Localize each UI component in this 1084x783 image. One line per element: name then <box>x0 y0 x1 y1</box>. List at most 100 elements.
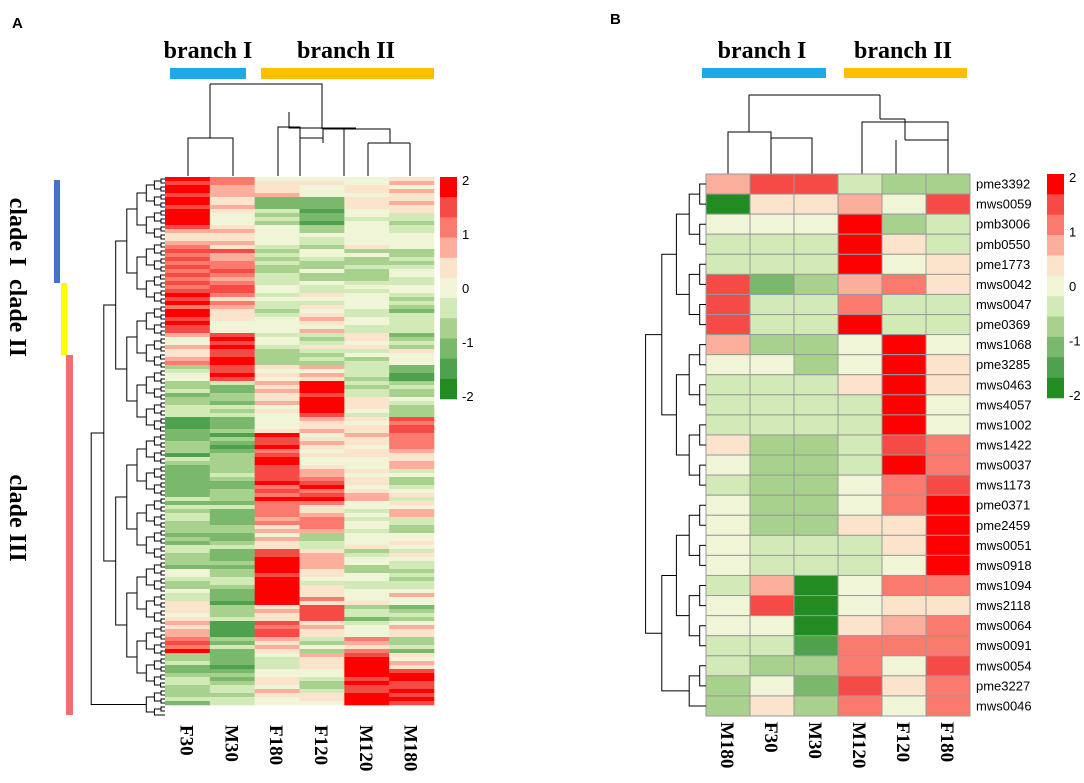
a-column-label: M30 <box>220 725 241 762</box>
a-heatmap-cell <box>165 181 211 186</box>
a-heatmap-cell <box>254 461 300 466</box>
a-heatmap-cell <box>254 333 300 338</box>
b-heatmap-cell <box>881 695 927 717</box>
b-heatmap-cell <box>925 574 971 597</box>
a-heatmap-cell <box>299 461 345 466</box>
a-column-label: F30 <box>175 725 196 756</box>
a-heatmap-cell <box>389 285 435 290</box>
a-clade-3-bar <box>66 355 73 715</box>
b-heatmap-cell <box>881 454 927 476</box>
b-heatmap-cell <box>925 534 971 556</box>
a-heatmap-cell <box>254 269 300 274</box>
b-heatmap-cell <box>925 434 971 456</box>
a-heatmap-cell <box>209 233 255 238</box>
a-heatmap-cell <box>209 513 255 518</box>
a-heatmap-cell <box>209 293 255 298</box>
a-heatmap-cell <box>254 337 300 342</box>
a-heatmap-cell <box>299 389 345 394</box>
a-heatmap-cell <box>389 681 435 686</box>
a-heatmap-cell <box>165 669 211 674</box>
a-heatmap-cell <box>254 465 300 470</box>
a-heatmap-cell <box>254 301 300 306</box>
a-heatmap-cell <box>209 333 255 338</box>
b-branch-1-bar <box>702 68 826 78</box>
a-row-dendrogram <box>90 178 165 716</box>
a-heatmap-cell <box>389 317 435 322</box>
a-heatmap-cell <box>389 469 435 474</box>
a-heatmap-cell <box>254 553 300 558</box>
a-heatmap-cell <box>299 585 345 590</box>
b-heatmap-cell <box>881 173 927 195</box>
b-heatmap-cell <box>705 514 751 536</box>
a-heatmap-cell <box>344 393 390 398</box>
a-heatmap-cell <box>344 597 390 602</box>
a-branch-2-label: branch II <box>297 38 395 64</box>
b-heatmap-cell <box>705 655 751 677</box>
a-heatmap-cell <box>344 397 390 402</box>
b-heatmap-cell <box>793 354 839 376</box>
a-heatmap-cell <box>254 377 300 382</box>
a-heatmap-cell <box>299 265 345 270</box>
a-heatmap-cell <box>165 621 211 626</box>
a-heatmap-cell <box>209 517 255 522</box>
b-row-label: mws0047 <box>976 297 1032 312</box>
b-heatmap-cell <box>837 474 883 496</box>
a-heatmap-cell <box>344 621 390 626</box>
b-heatmap-cell <box>837 173 883 195</box>
a-heatmap-cell <box>254 509 300 514</box>
a-heatmap-cell <box>209 241 255 246</box>
a-heatmap-cell <box>344 285 390 290</box>
a-heatmap-cell <box>389 209 435 214</box>
a-heatmap-cell <box>165 377 211 382</box>
a-heatmap-cell <box>389 661 435 666</box>
a-heatmap-cell <box>389 509 435 514</box>
a-heatmap-cell <box>254 317 300 322</box>
a-heatmap-cell <box>209 657 255 662</box>
a-heatmap-cell <box>389 673 435 678</box>
a-heatmap-cell <box>344 405 390 410</box>
a-heatmap-cell <box>165 537 211 542</box>
b-heatmap-cell <box>793 494 839 516</box>
a-heatmap-cell <box>344 537 390 542</box>
a-heatmap-cell <box>299 413 345 418</box>
a-heatmap-cell <box>389 697 435 702</box>
a-heatmap-cell <box>209 441 255 446</box>
a-heatmap-cell <box>165 633 211 638</box>
a-heatmap-cell <box>254 345 300 350</box>
legend-swatch <box>1047 377 1064 399</box>
a-heatmap-cell <box>165 449 211 454</box>
a-heatmap-cell <box>165 205 211 210</box>
a-heatmap-cell <box>299 685 345 690</box>
a-heatmap-cell <box>165 625 211 630</box>
b-column-label: F180 <box>936 722 957 762</box>
a-heatmap-cell <box>165 393 211 398</box>
b-row-label: mws0463 <box>976 377 1032 392</box>
a-heatmap-cell <box>344 633 390 638</box>
legend-swatch <box>440 217 457 238</box>
a-heatmap-cell <box>165 477 211 482</box>
b-heatmap-cell <box>793 454 839 476</box>
a-heatmap-cell <box>299 533 345 538</box>
b-heatmap-cell <box>749 314 795 336</box>
a-heatmap-cell <box>254 525 300 530</box>
a-heatmap-cell <box>254 637 300 642</box>
a-heatmap-cell <box>254 665 300 670</box>
a-heatmap-cell <box>165 585 211 590</box>
a-heatmap-cell <box>344 629 390 634</box>
a-heatmap-cell <box>209 273 255 278</box>
a-heatmap-cell <box>165 349 211 354</box>
a-heatmap-cell <box>254 397 300 402</box>
a-heatmap-cell <box>389 677 435 682</box>
b-heatmap-cell <box>749 173 795 195</box>
a-heatmap-cell <box>389 413 435 418</box>
a-heatmap-cell <box>344 561 390 566</box>
a-heatmap-cell <box>165 201 211 206</box>
a-heatmap-cell <box>344 245 390 250</box>
a-heatmap-cell <box>344 613 390 618</box>
a-heatmap-cell <box>254 217 300 222</box>
legend-tick-label: 0 <box>1069 279 1076 294</box>
a-heatmap-cell <box>299 405 345 410</box>
b-heatmap-cell <box>925 173 971 195</box>
b-row-label: pme1773 <box>976 257 1030 272</box>
a-heatmap-cell <box>254 285 300 290</box>
